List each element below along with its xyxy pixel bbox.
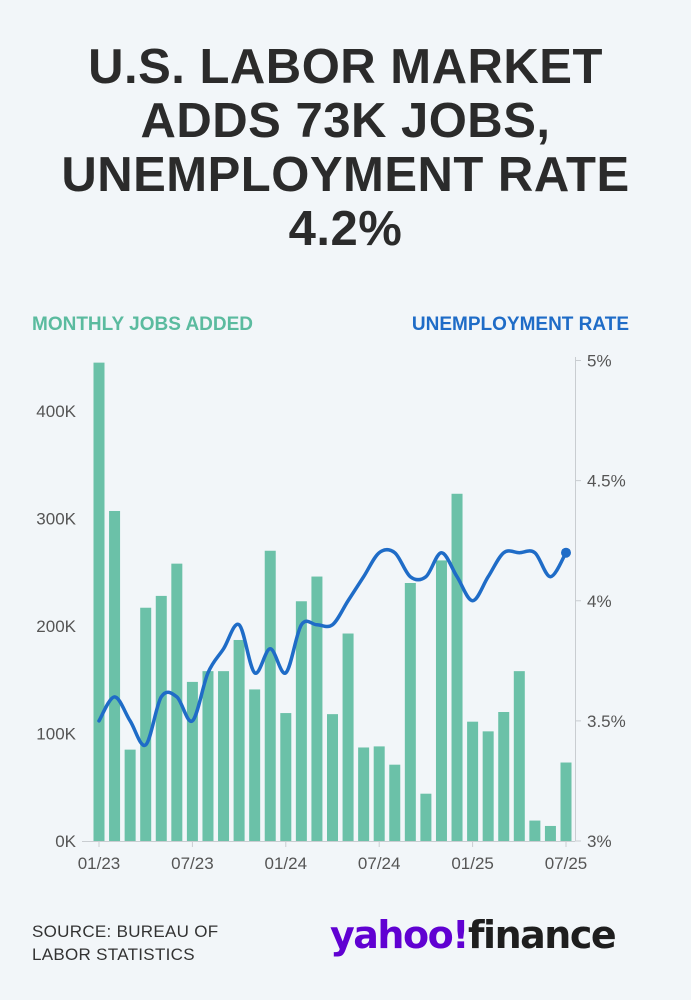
x-axis-label-4: 01/25 — [451, 854, 494, 873]
unemployment-latest-point — [561, 547, 571, 558]
rate-legend-label: UNEMPLOYMENT RATE — [411, 314, 629, 335]
left-axis-label-4: 400K — [36, 402, 76, 421]
tick-labels: 0K 100K 200K 300K 400K 3% 3.5% 4% 4.5% 5% 01/23 07/… — [36, 352, 625, 874]
jobs-bar-05-24 — [342, 633, 354, 841]
jobs-bar-11-24 — [435, 560, 447, 841]
left-axis-label-2: 200K — [36, 617, 76, 636]
source-line-2: LABOR STATISTICS — [32, 945, 195, 964]
logo-finance: finance — [468, 913, 617, 957]
jobs-unemployment-chart: 0K 100K 200K 300K 400K 3% 3.5% 4% 4.5% 5% 01/23 07/… — [36, 352, 625, 874]
jobs-bar-12-24 — [451, 493, 463, 841]
right-axis-label-0: 3% — [587, 832, 612, 851]
right-axis-label-4: 5% — [587, 352, 612, 371]
jobs-bar-03-24 — [311, 576, 323, 841]
jobs-bar-10-24 — [420, 793, 432, 841]
unemployment-rate-line — [97, 547, 568, 748]
x-axis-label-0: 01/23 — [78, 854, 121, 873]
jobs-bar-04-23 — [140, 607, 152, 842]
jobs-bar-02-24 — [295, 601, 307, 841]
left-axis-label-1: 100K — [36, 725, 76, 744]
chart-title: U.S. LABOR MARKET ADDS 73K JOBS, UNEMPLO… — [20, 40, 671, 256]
right-axis-label-3: 4.5% — [587, 472, 626, 491]
jobs-bar-04-24 — [327, 714, 338, 841]
jobs-bar-11-23 — [249, 689, 261, 841]
jobs-bar-02-25 — [482, 731, 494, 841]
right-axis-label-2: 4% — [587, 592, 612, 611]
jobs-bar-07-23 — [186, 681, 198, 841]
x-axis-label-2: 01/24 — [265, 854, 308, 873]
title-line-1: U.S. LABOR MARKET — [88, 40, 603, 94]
left-axis-label-3: 300K — [36, 510, 76, 529]
jobs-bar-05-23 — [155, 595, 167, 841]
jobs-bar-07-25 — [560, 762, 572, 841]
jobs-bar-03-23 — [124, 749, 136, 842]
x-axis-label-3: 07/24 — [358, 854, 401, 873]
source-line-1: SOURCE: BUREAU OF — [32, 922, 219, 941]
jobs-bar-01-23 — [93, 362, 105, 842]
jobs-bar-06-23 — [171, 563, 183, 841]
chart-axes — [82, 357, 581, 847]
jobs-bar-01-24 — [280, 713, 292, 841]
jobs-bar-03-25 — [498, 712, 510, 841]
jobs-bar-05-25 — [529, 820, 541, 841]
unemployment-line-layer — [97, 547, 571, 748]
jobs-bar-09-24 — [404, 583, 416, 841]
left-axis-label-0: 0K — [55, 832, 76, 851]
jobs-bar-07-24 — [373, 746, 385, 841]
source-note: SOURCE: BUREAU OF LABOR STATISTICS — [32, 920, 218, 966]
yahoo-finance-logo: yahoo!finance — [330, 913, 617, 957]
jobs-bar-01-25 — [467, 721, 479, 842]
x-axis-label-1: 07/23 — [171, 854, 214, 873]
jobs-bar-06-24 — [358, 747, 370, 842]
jobs-bar-06-25 — [544, 825, 556, 841]
x-axis-label-5: 07/25 — [545, 854, 588, 873]
jobs-bar-09-23 — [218, 671, 230, 841]
logo-yahoo: yahoo! — [330, 913, 470, 957]
jobs-bar-08-24 — [389, 764, 401, 842]
jobs-bar-04-25 — [513, 671, 525, 841]
jobs-bar-02-23 — [109, 510, 121, 841]
jobs-bar-10-23 — [233, 639, 245, 842]
title-line-4: 4.2% — [288, 202, 403, 256]
title-line-2: ADDS 73K JOBS, — [140, 94, 551, 148]
jobs-bar-12-23 — [264, 550, 276, 841]
right-axis-label-1: 3.5% — [587, 712, 626, 731]
jobs-legend-label: MONTHLY JOBS ADDED — [32, 314, 253, 335]
title-line-3: UNEMPLOYMENT RATE — [61, 148, 630, 202]
jobs-bar-08-23 — [202, 671, 214, 841]
jobs-bars — [93, 362, 572, 842]
